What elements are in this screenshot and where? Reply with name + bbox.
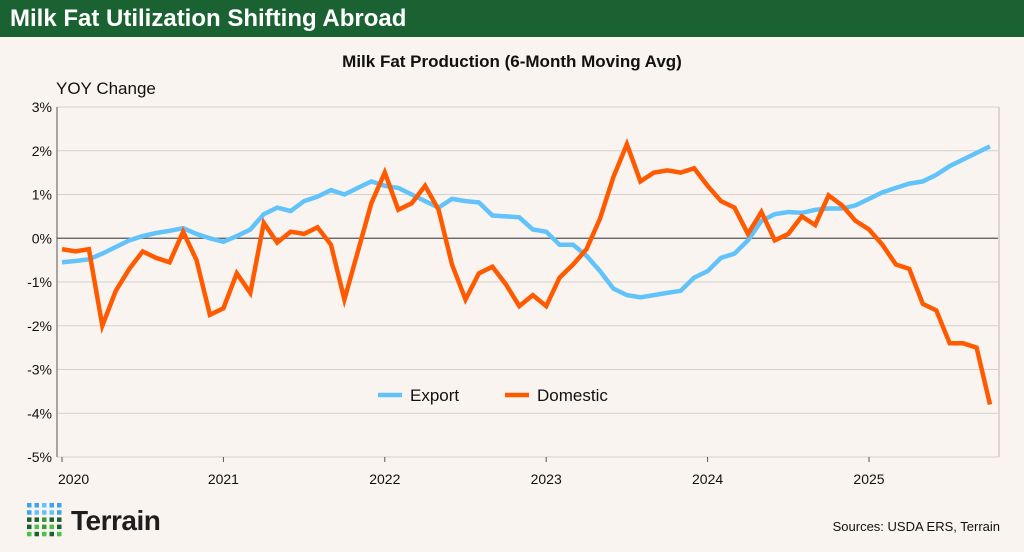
page-title: Milk Fat Utilization Shifting Abroad — [10, 5, 407, 32]
logo-dot — [34, 503, 39, 508]
logo-dot — [34, 510, 39, 515]
y-tick-label: -5% — [27, 449, 52, 465]
y-tick-label: 3% — [32, 99, 52, 115]
logo-dot — [42, 503, 47, 508]
source-note: Sources: USDA ERS, Terrain — [832, 519, 1000, 534]
logo-dot — [27, 524, 32, 530]
x-tick-label: 2023 — [531, 471, 562, 487]
logo-dot — [57, 503, 62, 508]
logo-dot — [49, 531, 54, 537]
logo-text: Terrain — [71, 505, 161, 536]
title-banner: Milk Fat Utilization Shifting Abroad — [0, 0, 1024, 37]
terrain-logo-icon — [27, 503, 62, 537]
logo-dot — [34, 517, 39, 522]
y-tick-label: 2% — [32, 143, 52, 159]
logo-dot — [42, 510, 47, 515]
y-tick-label: 1% — [32, 187, 52, 203]
logo-dot — [27, 510, 32, 515]
x-tick-label: 2021 — [208, 471, 239, 487]
chart-title: Milk Fat Production (6-Month Moving Avg) — [342, 52, 682, 71]
x-tick-label: 2022 — [369, 471, 400, 487]
logo-dot — [42, 531, 47, 537]
y-tick-label: -4% — [27, 405, 52, 421]
logo-dot — [27, 503, 32, 508]
x-tick-label: 2020 — [58, 471, 89, 487]
logo-dot — [49, 510, 54, 515]
x-tick-label: 2025 — [853, 471, 884, 487]
y-tick-label: -2% — [27, 318, 52, 334]
legend-label-export: Export — [410, 386, 459, 405]
series-line-export — [61, 144, 991, 300]
logo-dot — [27, 517, 32, 522]
legend-label-domestic: Domestic — [537, 386, 608, 405]
y-tick-label: 0% — [32, 230, 52, 246]
terrain-logo: Terrain — [27, 503, 161, 539]
logo-dot — [42, 517, 47, 522]
x-tick-label: 2024 — [692, 471, 723, 487]
series-line-domestic — [61, 137, 993, 406]
logo-dot — [49, 524, 54, 530]
logo-dot — [27, 531, 32, 537]
y-axis-label: YOY Change — [56, 79, 156, 98]
logo-dot — [49, 517, 54, 522]
logo-dot — [57, 510, 62, 515]
y-tick-label: -1% — [27, 274, 52, 290]
logo-dot — [49, 503, 54, 508]
logo-dot — [57, 517, 62, 522]
logo-dot — [57, 524, 62, 530]
logo-dot — [57, 531, 62, 537]
logo-dot — [34, 531, 39, 537]
logo-dot — [42, 524, 47, 530]
logo-dot — [34, 524, 39, 530]
y-tick-label: -3% — [27, 362, 52, 378]
